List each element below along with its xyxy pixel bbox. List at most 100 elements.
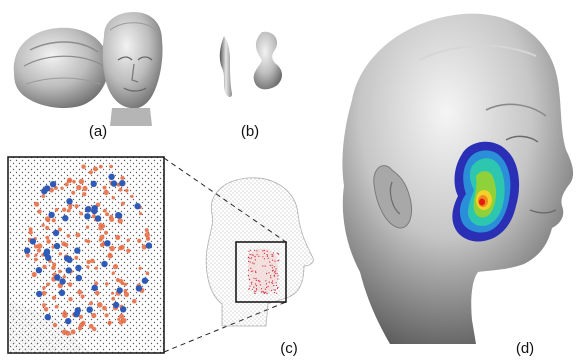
cheek-sample-point: [255, 290, 257, 292]
orange-sample-point: [88, 323, 94, 329]
orange-sample-point: [36, 248, 42, 253]
blue-sample-point: [94, 215, 102, 222]
orange-sample-point: [138, 212, 143, 216]
orange-sample-point: [78, 178, 85, 185]
orange-sample-point: [118, 187, 123, 192]
cheek-sample-point: [270, 277, 272, 279]
orange-sample-point: [33, 244, 39, 249]
orange-sample-point: [61, 241, 67, 247]
blue-sample-point: [101, 260, 108, 268]
blue-sample-point: [73, 311, 80, 318]
orange-sample-point: [144, 228, 149, 233]
orange-sample-point: [94, 281, 99, 286]
orange-sample-point: [102, 305, 107, 311]
orange-sample-point: [41, 223, 45, 227]
orange-sample-point: [103, 208, 107, 213]
cheek-sample-point: [275, 268, 277, 270]
orange-sample-point: [41, 194, 46, 199]
orange-sample-point: [68, 178, 72, 183]
orange-sample-point: [126, 248, 131, 253]
orange-sample-point: [60, 186, 64, 190]
cheek-sample-point: [275, 284, 277, 287]
cheek-sample-point: [266, 293, 268, 295]
cheek-sample-point: [255, 279, 257, 281]
orange-sample-point: [28, 230, 33, 235]
orange-sample-point: [34, 201, 40, 207]
cheek-sample-point: [255, 285, 257, 287]
cheek-sample-point: [264, 292, 266, 294]
blue-sample-point: [75, 274, 83, 282]
orange-sample-point: [75, 232, 81, 238]
orange-sample-point: [52, 322, 58, 328]
cheek-sample-point: [273, 274, 275, 276]
cheek-sample-point: [271, 289, 273, 292]
blue-sample-point: [58, 289, 66, 296]
cheek-sample-point: [262, 256, 264, 258]
orange-sample-point: [88, 170, 93, 175]
cheek-sample-point: [276, 287, 279, 289]
orange-sample-point: [77, 289, 83, 295]
orange-sample-point: [45, 225, 50, 231]
orange-sample-point: [117, 317, 121, 321]
orange-sample-point: [77, 325, 83, 331]
orange-sample-point: [123, 288, 128, 293]
orange-sample-point: [141, 244, 147, 250]
cheek-sample-point: [259, 281, 261, 283]
orange-sample-point: [34, 253, 38, 257]
orange-sample-point: [104, 230, 108, 235]
orange-sample-point: [70, 329, 76, 335]
cheek-sample-point: [253, 290, 255, 292]
cheek-sample-point: [276, 252, 278, 254]
orange-sample-point: [130, 194, 134, 198]
orange-sample-point: [43, 307, 49, 312]
orange-sample-point: [86, 239, 91, 244]
orange-sample-point: [68, 205, 73, 210]
cheek-sample-point: [266, 255, 268, 257]
cheek-sample-point: [249, 249, 251, 251]
orange-sample-point: [66, 234, 71, 238]
orange-sample-point: [28, 227, 33, 232]
orange-sample-point: [90, 258, 95, 264]
cheek-sample-point: [256, 289, 258, 291]
blue-sample-point: [74, 247, 81, 254]
cheek-sample-point: [277, 260, 279, 262]
blue-sample-point: [120, 306, 127, 313]
orange-sample-point: [109, 216, 115, 222]
cheek-sample-point: [261, 288, 263, 290]
cheek-sample-point: [277, 278, 279, 280]
orange-sample-point: [51, 265, 56, 271]
cheek-sample-point: [274, 272, 276, 274]
orange-sample-point: [112, 264, 119, 270]
cheek-sample-point: [248, 288, 250, 290]
blue-sample-point: [145, 242, 153, 249]
cheek-sample-point: [266, 254, 268, 256]
cheek-sample-point: [274, 260, 276, 262]
zoom-region-box: [235, 241, 287, 303]
blue-sample-point: [75, 264, 82, 272]
orange-sample-point: [53, 186, 58, 190]
cheek-sample-point: [252, 270, 254, 272]
cheek-sample-point: [273, 252, 275, 254]
blue-sample-point: [84, 206, 92, 213]
cheek-sample-point: [264, 288, 267, 290]
blue-sample-point: [116, 287, 123, 294]
orange-sample-point: [52, 262, 57, 267]
orange-sample-point: [115, 234, 121, 240]
cheek-sample-points: [247, 249, 280, 295]
orange-sample-point: [118, 245, 123, 251]
orange-sample-point: [103, 189, 109, 196]
orange-sample-point: [85, 225, 90, 229]
cheek-sample-point: [255, 270, 257, 272]
cheek-sample-point: [275, 282, 277, 284]
orange-sample-point: [92, 166, 98, 172]
orange-sample-point: [25, 253, 30, 258]
orange-sample-point: [78, 314, 84, 319]
cheek-sample-point: [250, 267, 252, 269]
cheek-sample-point: [271, 264, 273, 266]
blue-sample-point: [90, 180, 97, 187]
cheek-sample-point: [271, 280, 274, 282]
orange-sample-point: [42, 264, 47, 270]
cheek-sample-point: [270, 275, 272, 277]
point-cloud-head: [205, 177, 314, 327]
orange-sample-point: [145, 271, 150, 276]
